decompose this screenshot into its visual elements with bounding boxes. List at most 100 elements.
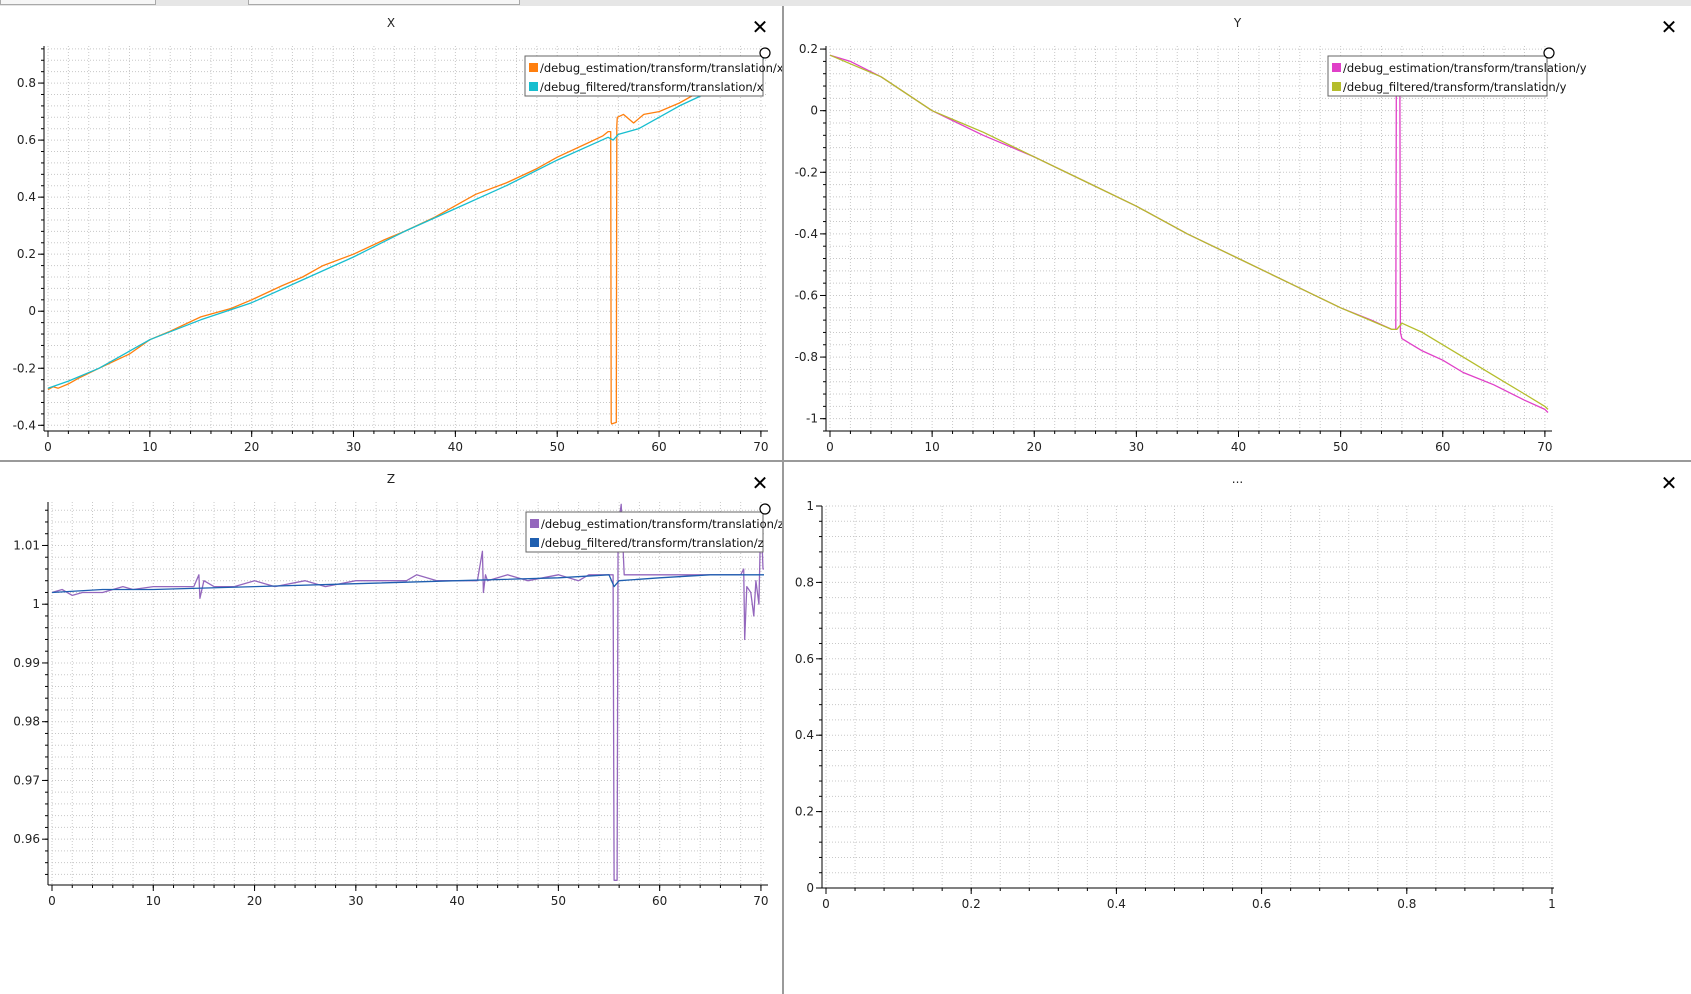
- legend-label: /debug_estimation/transform/translation/…: [540, 61, 782, 75]
- y-tick-label: 0.4: [17, 190, 36, 204]
- y-tick-label: 0.98: [13, 715, 40, 729]
- plot-panel-empty[interactable]: 0 0.2 0.4 0.6 0.8 1 0 0.2 0.4 0.6 0.8 1 ... ✕: [784, 462, 1691, 994]
- legend[interactable]: /debug_estimation/transform/translation/…: [525, 511, 782, 553]
- legend[interactable]: /debug_estimation/transform/translation/…: [524, 55, 782, 97]
- plot-title: Y: [1233, 16, 1242, 30]
- y-tick-label: 0.99: [13, 656, 40, 670]
- y-tick-label: 0.8: [17, 76, 36, 90]
- series-line-1: [51, 503, 764, 881]
- x-tick-label: 40: [449, 894, 464, 908]
- plot-area[interactable]: 0 10 20 30 40 50 60 70 0.96 0.97 0.98 0.99 1 1.01/deb…: [0, 462, 782, 994]
- legend-swatch: [1332, 63, 1341, 72]
- x-tick-label: 60: [651, 440, 666, 454]
- legend-box: [524, 55, 764, 97]
- y-tick-label: 0.8: [795, 575, 814, 589]
- close-icon[interactable]: ✕: [751, 471, 769, 495]
- x-tick-label: 10: [924, 440, 939, 454]
- x-tick-label: 0.2: [962, 897, 981, 911]
- x-tick-label: 20: [244, 440, 259, 454]
- close-icon[interactable]: ✕: [1660, 15, 1678, 39]
- close-icon[interactable]: ✕: [751, 15, 769, 39]
- legend-box: [525, 511, 764, 553]
- y-tick-label: 0: [806, 881, 814, 895]
- y-tick-label: 0: [810, 104, 818, 118]
- tab-1[interactable]: [0, 0, 156, 5]
- legend-label: /debug_filtered/transform/translation/z: [541, 536, 764, 550]
- y-tick-label: 0.2: [795, 805, 814, 819]
- y-tick-label: 0.2: [799, 42, 818, 56]
- series-line-2: [47, 57, 765, 389]
- tab-bar: [0, 0, 1691, 6]
- x-tick-label: 50: [1333, 440, 1348, 454]
- x-tick-label: 1: [1548, 897, 1556, 911]
- legend-swatch: [529, 82, 538, 91]
- x-tick-label: 30: [1129, 440, 1144, 454]
- x-tick-label: 0: [826, 440, 834, 454]
- legend-swatch: [530, 538, 539, 547]
- y-tick-label: -0.4: [13, 418, 36, 432]
- grid-lines: [51, 502, 766, 885]
- plot-panel-z[interactable]: 0 10 20 30 40 50 60 70 0.96 0.97 0.98 0.99 1 1.01/deb…: [0, 462, 782, 994]
- tab-2[interactable]: [248, 0, 520, 5]
- y-tick-label: 1.01: [13, 538, 40, 552]
- y-tick-label: 0: [28, 304, 36, 318]
- x-tick-label: 10: [142, 440, 157, 454]
- series-line-1: [829, 54, 1549, 413]
- x-tick-label: 50: [551, 894, 566, 908]
- x-tick-label: 50: [550, 440, 565, 454]
- y-tick-label: 0.6: [795, 652, 814, 666]
- legend-label: /debug_filtered/transform/translation/x: [540, 80, 764, 94]
- x-tick-label: 40: [1231, 440, 1246, 454]
- legend-label: /debug_estimation/transform/translation/…: [1343, 61, 1587, 75]
- x-tick-label: 0: [44, 440, 52, 454]
- y-tick-label: -0.2: [795, 165, 818, 179]
- close-icon[interactable]: ✕: [1660, 471, 1678, 495]
- x-tick-label: 0.8: [1397, 897, 1416, 911]
- x-tick-label: 60: [652, 894, 667, 908]
- y-tick-label: -0.4: [795, 227, 818, 241]
- legend-handle-icon[interactable]: [759, 503, 771, 515]
- plot-panel-x[interactable]: 0 10 20 30 40 50 60 70 -0.4 -0.2 0 0.2 0.4 0.6 0.8/deb…: [0, 6, 782, 460]
- plot-title: Z: [386, 472, 396, 486]
- y-tick-label: 0.4: [795, 728, 814, 742]
- grid-lines: [829, 46, 1550, 432]
- x-tick-label: 70: [1537, 440, 1552, 454]
- legend-handle-icon[interactable]: [1543, 47, 1555, 59]
- y-tick-label: -1: [806, 412, 818, 426]
- x-tick-label: 0: [48, 894, 56, 908]
- legend-label: /debug_estimation/transform/translation/…: [541, 517, 782, 531]
- plot-title: ...: [1231, 472, 1244, 486]
- series-line-2: [829, 54, 1549, 410]
- x-tick-label: 20: [247, 894, 262, 908]
- x-tick-label: 40: [448, 440, 463, 454]
- legend[interactable]: /debug_estimation/transform/translation/…: [1327, 55, 1587, 97]
- grid-lines: [47, 46, 766, 431]
- x-tick-label: 30: [348, 894, 363, 908]
- plot-area[interactable]: 0 10 20 30 40 50 60 70 -1 -0.8 -0.6 -0.4 -0.2 0 0.2/de…: [784, 6, 1691, 460]
- legend-label: /debug_filtered/transform/translation/y: [1343, 80, 1567, 94]
- y-tick-label: 0.96: [13, 832, 40, 846]
- y-tick-label: -0.8: [795, 350, 818, 364]
- y-tick-label: 0.6: [17, 133, 36, 147]
- x-tick-label: 0.4: [1107, 897, 1126, 911]
- x-tick-label: 20: [1027, 440, 1042, 454]
- plot-title: X: [386, 16, 396, 30]
- legend-box: [1327, 55, 1548, 97]
- y-tick-label: 0.2: [17, 247, 36, 261]
- grid-lines: [825, 505, 1553, 889]
- plot-area[interactable]: 0 10 20 30 40 50 60 70 -0.4 -0.2 0 0.2 0.4 0.6 0.8/deb…: [0, 6, 782, 460]
- x-tick-label: 70: [753, 440, 768, 454]
- plot-grid: 0 10 20 30 40 50 60 70 -0.4 -0.2 0 0.2 0.4 0.6 0.8/deb…: [0, 6, 1691, 994]
- legend-swatch: [529, 63, 538, 72]
- legend-handle-icon[interactable]: [759, 47, 771, 59]
- y-tick-label: -0.2: [13, 361, 36, 375]
- x-tick-label: 70: [753, 894, 768, 908]
- plot-panel-y[interactable]: 0 10 20 30 40 50 60 70 -1 -0.8 -0.6 -0.4 -0.2 0 0.2/de…: [784, 6, 1691, 460]
- legend-swatch: [1332, 82, 1341, 91]
- x-tick-label: 30: [346, 440, 361, 454]
- legend-swatch: [530, 519, 539, 528]
- plot-area[interactable]: 0 0.2 0.4 0.6 0.8 1 0 0.2 0.4 0.6 0.8 1: [784, 462, 1691, 994]
- x-tick-label: 60: [1435, 440, 1450, 454]
- x-tick-label: 0: [822, 897, 830, 911]
- y-tick-label: 1: [806, 499, 814, 513]
